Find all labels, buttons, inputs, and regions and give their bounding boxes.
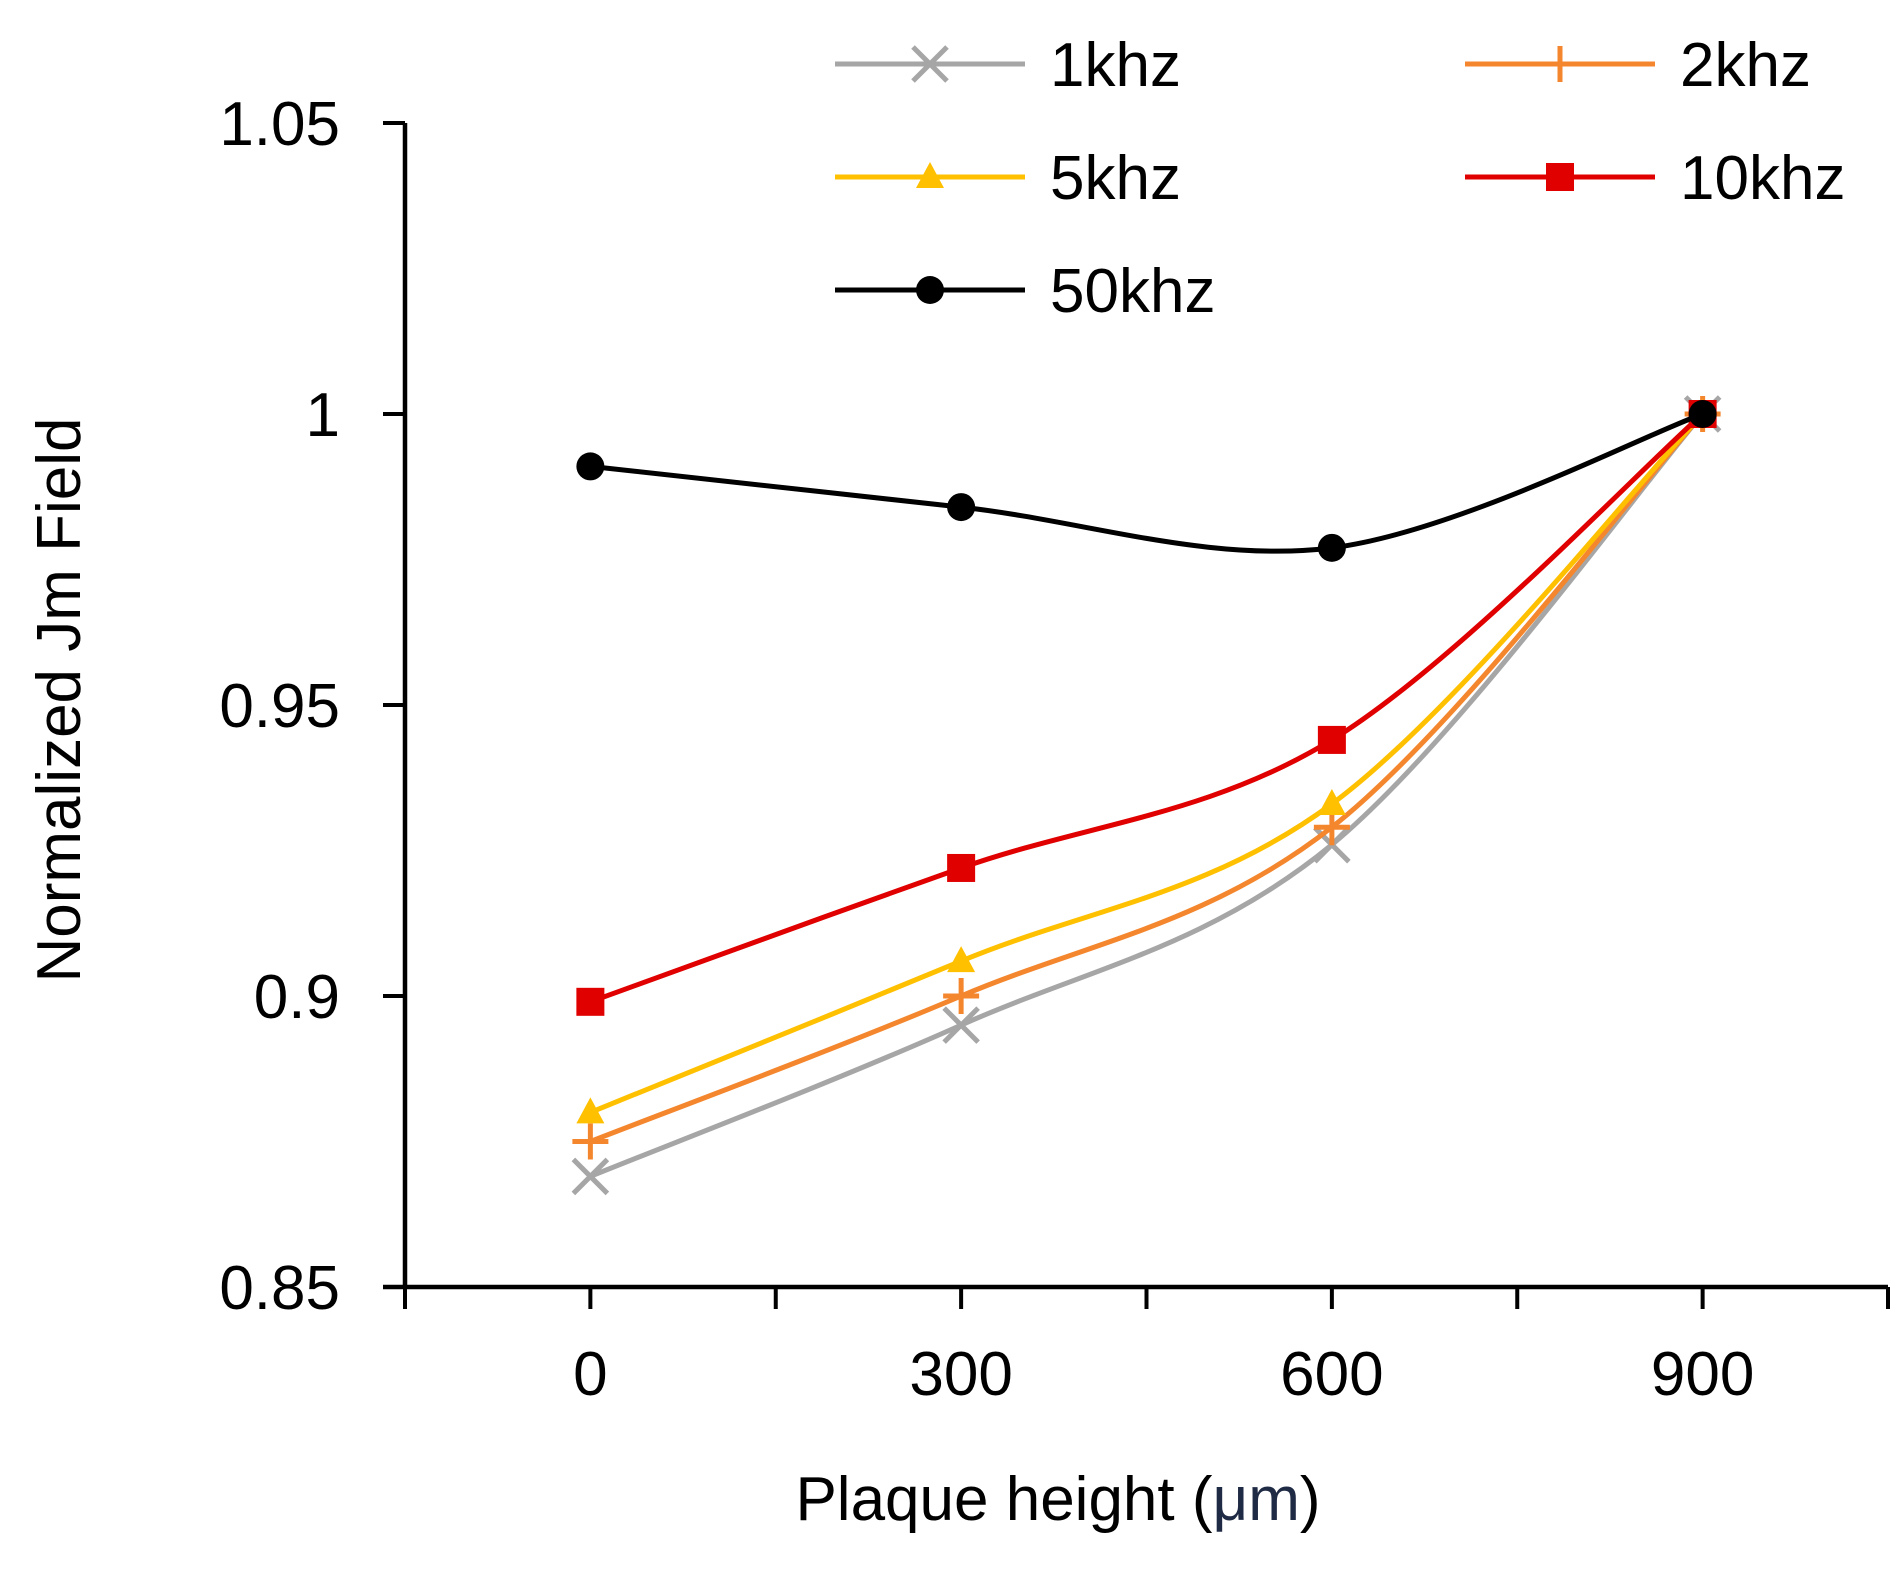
legend-label-10khz: 10khz [1680, 144, 1845, 213]
legend-marker-10khz [1546, 163, 1574, 191]
data-point-5khz [576, 1097, 605, 1124]
series-10khz [576, 400, 1717, 1016]
x-tick-label: 900 [1651, 1340, 1754, 1409]
series-50khz [576, 400, 1717, 562]
y-tick-label: 0.85 [219, 1254, 340, 1323]
data-point-10khz [576, 987, 605, 1016]
y-axis-title: Normalized Jm Field [25, 417, 94, 982]
series-line-50khz [590, 411, 1704, 554]
legend-item-10khz: 10khz [1465, 144, 1845, 213]
x-tick-label: 300 [909, 1340, 1012, 1409]
series-layer [571, 395, 1722, 1196]
data-point-10khz [1317, 725, 1346, 754]
series-2khz [572, 396, 1721, 1160]
legend-marker-50khz [916, 276, 944, 304]
data-point-10khz [947, 853, 976, 882]
data-point-2khz [572, 1123, 609, 1160]
legend-label-2khz: 2khz [1680, 31, 1811, 100]
data-point-5khz [1317, 788, 1346, 815]
legend-item-2khz: 2khz [1465, 31, 1811, 100]
legend-label-5khz: 5khz [1050, 144, 1181, 213]
x-axis-title: Plaque height (μm) [795, 1465, 1320, 1534]
legend-label-1khz: 1khz [1050, 31, 1181, 100]
legend-item-1khz: 1khz [835, 31, 1181, 100]
series-1khz [571, 395, 1722, 1196]
legend-item-5khz: 5khz [835, 144, 1181, 213]
y-tick-label: 0.9 [254, 963, 340, 1032]
legend-marker-5khz [916, 162, 944, 188]
data-point-1khz [571, 1157, 610, 1196]
y-tick-label: 1.05 [219, 90, 340, 159]
data-point-50khz [1317, 533, 1346, 562]
x-tick-label: 600 [1280, 1340, 1383, 1409]
x-tick-label: 0 [573, 1340, 607, 1409]
data-point-1khz [942, 1006, 980, 1044]
y-tick-label: 1 [306, 381, 340, 450]
series-line-10khz [589, 412, 1705, 1005]
x-axis-title-unit: μm [1213, 1465, 1300, 1534]
x-axis-title-close: ) [1300, 1465, 1321, 1534]
data-point-2khz [1313, 809, 1350, 846]
x-axis-title-main: Plaque height ( [795, 1465, 1212, 1534]
legend: 1khz 2khz 5khz 10khz 50khz [835, 31, 1845, 326]
series-line-5khz [589, 412, 1705, 1115]
data-point-50khz [576, 452, 605, 481]
legend-label-50khz: 50khz [1050, 257, 1215, 326]
data-point-50khz [1688, 400, 1717, 428]
legend-item-50khz: 50khz [835, 257, 1215, 326]
series-5khz [576, 399, 1717, 1124]
series-line-1khz [589, 412, 1705, 1179]
y-tick-label: 0.95 [219, 672, 340, 741]
series-line-2khz [589, 412, 1705, 1144]
axes: 0.85 0.9 0.95 1 1.05 0 300 600 900 [219, 90, 1890, 1409]
data-point-50khz [947, 493, 976, 522]
data-point-5khz [947, 946, 976, 973]
legend-marker-1khz [911, 45, 949, 83]
legend-marker-2khz [1542, 46, 1578, 82]
data-point-2khz [943, 978, 980, 1014]
